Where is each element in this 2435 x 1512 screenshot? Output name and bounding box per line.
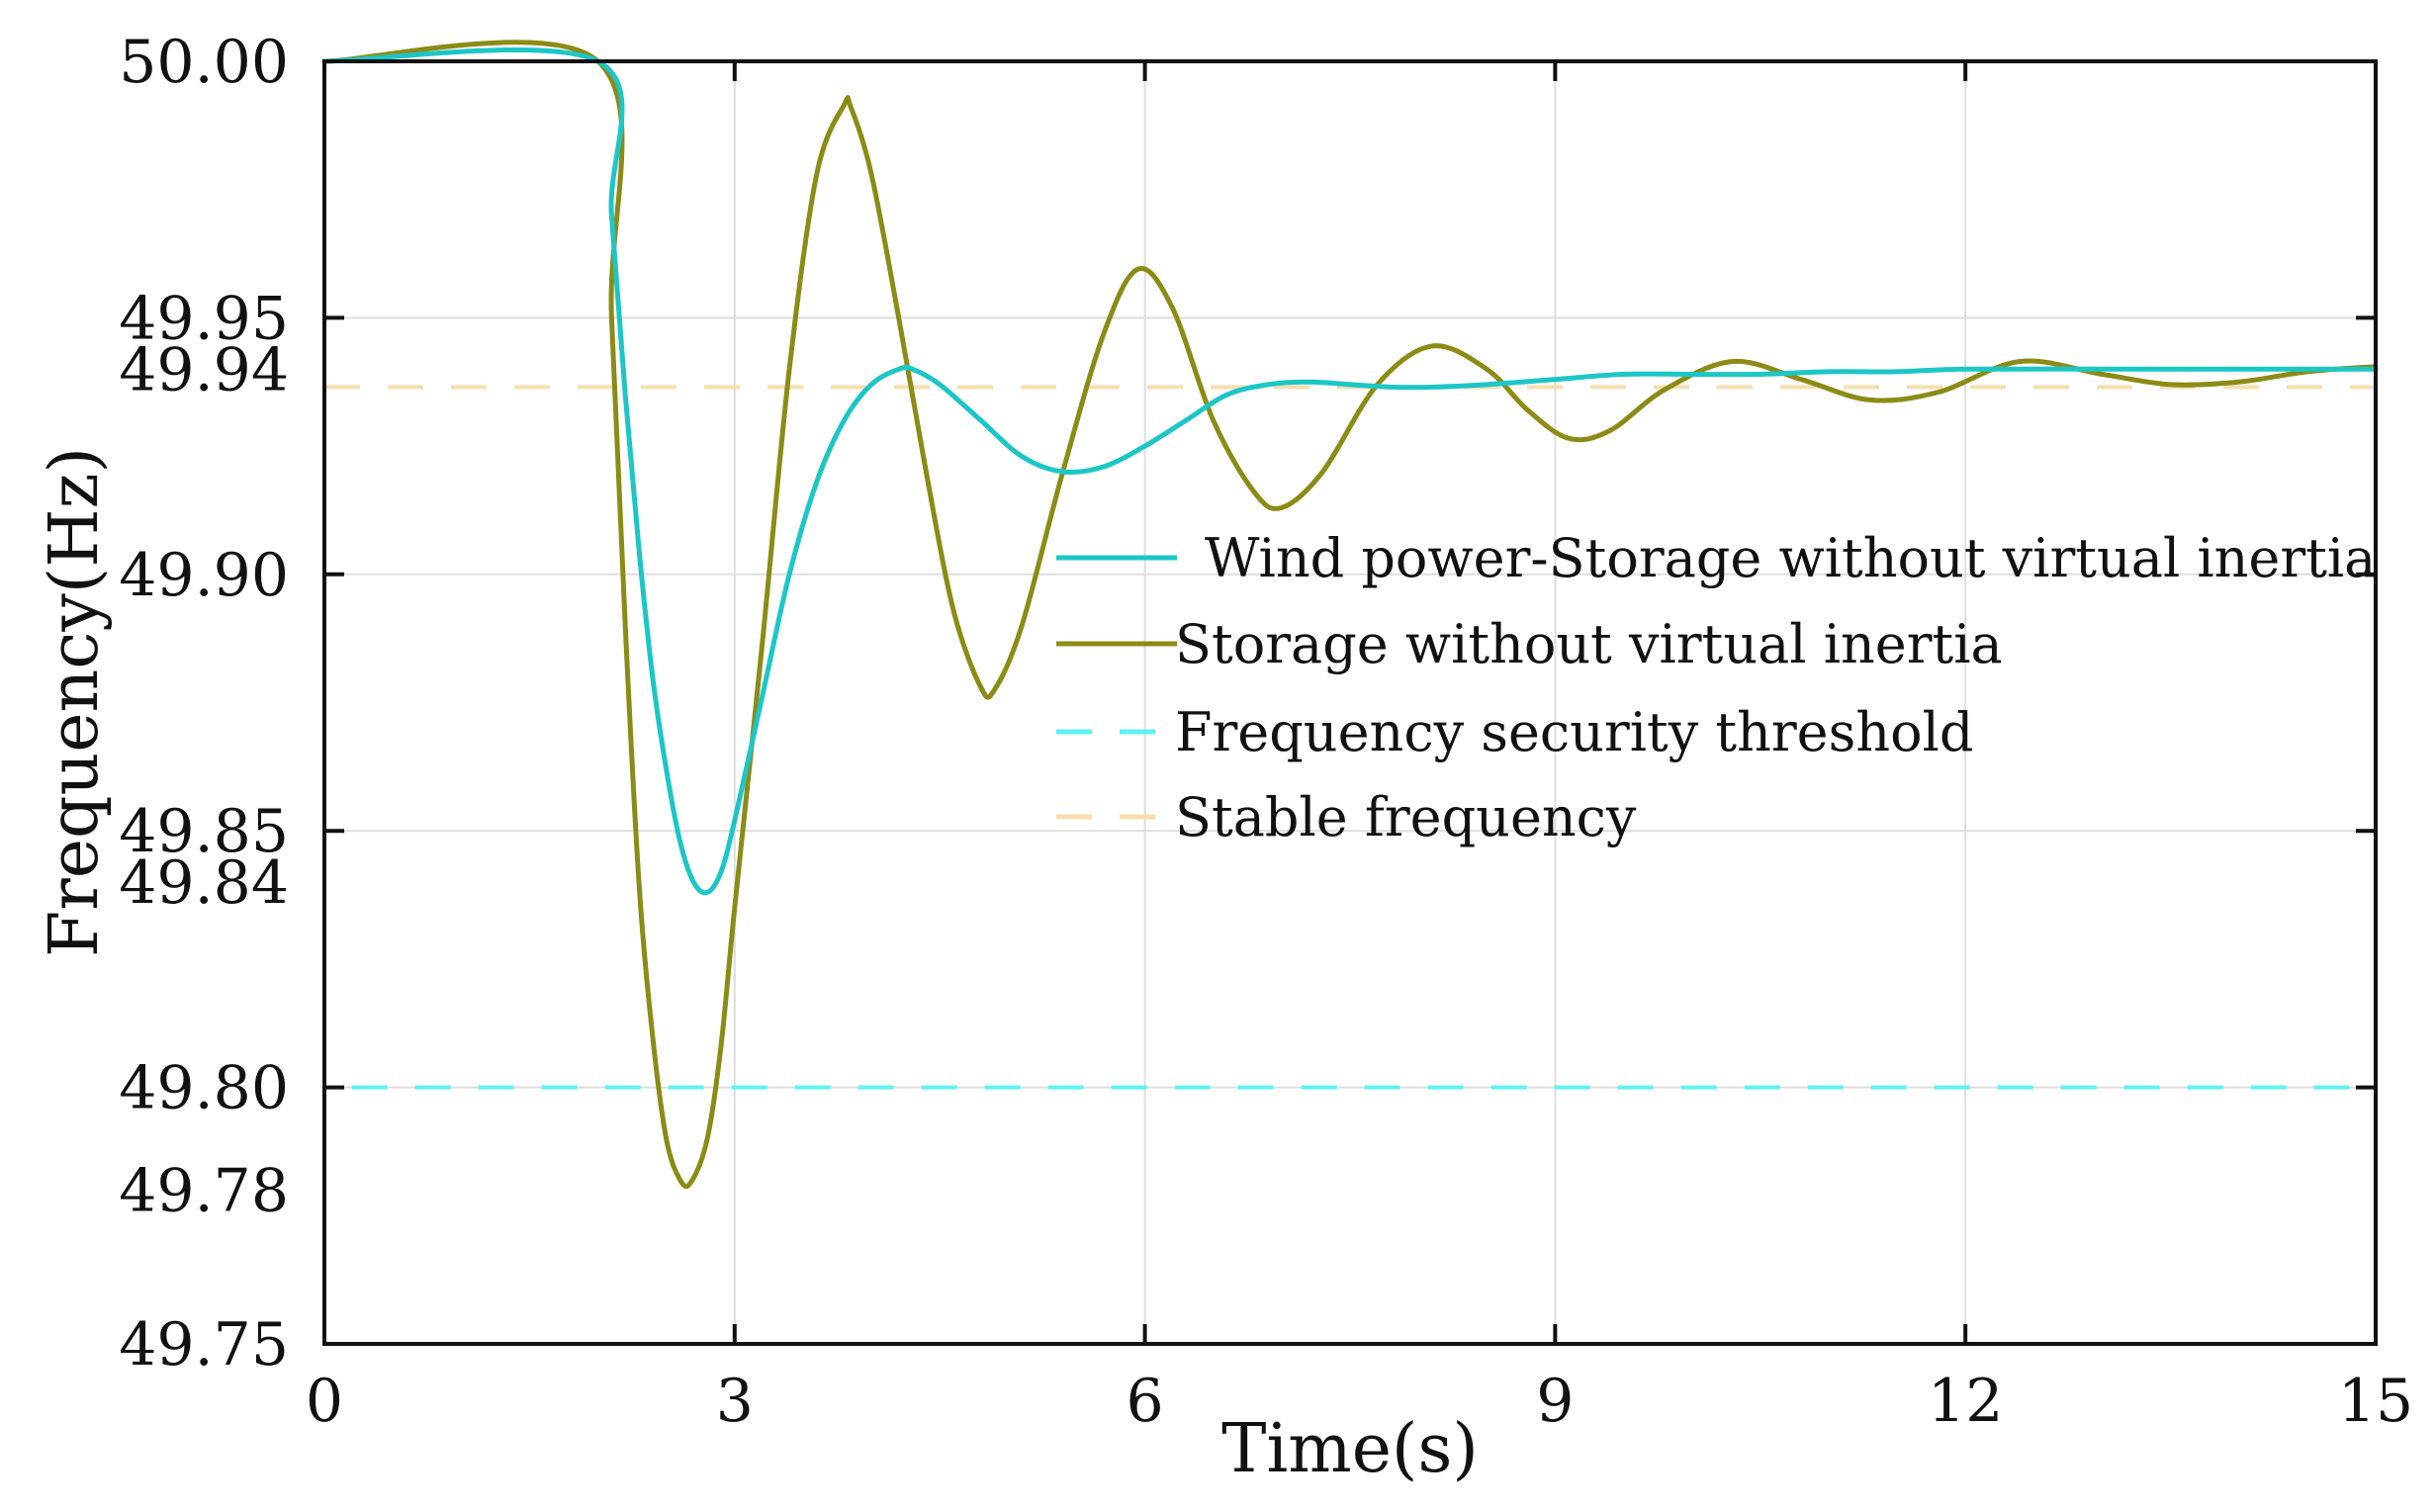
- y-tick-label: 49.84: [119, 848, 289, 918]
- y-tick-label: 49.95: [119, 284, 289, 353]
- legend-label-stable-frequency: Stable frequency: [1175, 786, 1637, 848]
- ticks: [324, 61, 2376, 1344]
- y-tick-label: 49.90: [119, 541, 289, 610]
- y-axis-title: Frequency(Hz): [36, 447, 114, 957]
- legend-item-stable-frequency: Stable frequency: [1056, 786, 1637, 848]
- x-tick-label: 15: [2338, 1367, 2413, 1436]
- y-tick-label: 49.85: [119, 797, 289, 866]
- legend: Wind power-Storage without virtual inert…: [1056, 527, 2376, 848]
- y-tick-label: 49.94: [119, 335, 289, 404]
- y-tick-label: 50.00: [119, 28, 289, 97]
- series-line-0: [321, 47, 2379, 896]
- legend-item-storage: Storage without virtual inertia: [1056, 613, 2003, 675]
- legend-item-security-threshold: Frequency security threshold: [1056, 701, 1973, 763]
- series-layer: [321, 40, 2379, 1190]
- y-tick-label: 49.75: [119, 1310, 289, 1379]
- legend-label-security-threshold: Frequency security threshold: [1175, 701, 1973, 763]
- y-tick-label: 49.80: [119, 1054, 289, 1123]
- grid: [324, 61, 2376, 1344]
- plot-frame: [322, 59, 2378, 1346]
- legend-label-wind-storage: Wind power-Storage without virtual inert…: [1205, 527, 2376, 589]
- x-tick-label: 6: [1127, 1367, 1164, 1436]
- legend-item-wind-storage: Wind power-Storage without virtual inert…: [1056, 527, 2376, 589]
- x-tick-label: 12: [1928, 1367, 2003, 1436]
- x-axis-title: Time(s): [1221, 1410, 1479, 1488]
- series-line-1: [321, 40, 2379, 1190]
- x-tick-label: 9: [1536, 1367, 1574, 1436]
- x-tick-label: 3: [716, 1367, 754, 1436]
- x-tick-label: 0: [306, 1367, 343, 1436]
- legend-label-storage: Storage without virtual inertia: [1175, 613, 2003, 675]
- y-tick-label: 49.78: [119, 1156, 289, 1225]
